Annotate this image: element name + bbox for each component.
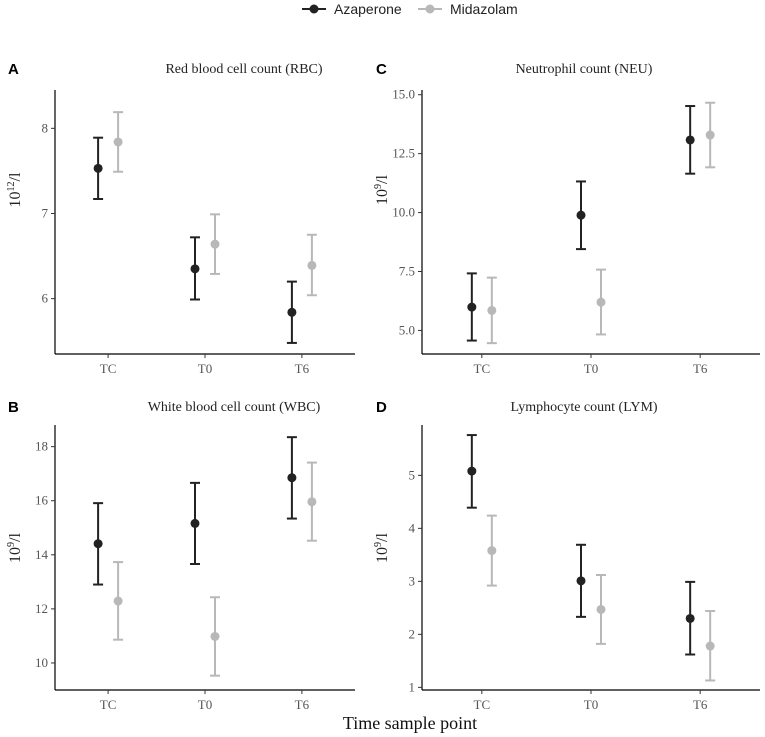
legend: Azaperone Midazolam: [302, 1, 518, 17]
y-tick-label: 12: [35, 601, 48, 616]
point-midazolam: [113, 596, 123, 606]
panel-letter: A: [8, 61, 19, 78]
panel-letter: B: [8, 399, 19, 416]
point-azaperone: [287, 307, 297, 317]
point-midazolam: [113, 137, 123, 147]
x-tick-label: T0: [198, 361, 212, 376]
point-azaperone: [93, 163, 103, 173]
point-azaperone: [685, 613, 695, 623]
y-tick-label: 14: [35, 547, 49, 562]
y-axis-label: 1012/l: [6, 172, 24, 207]
y-tick-label: 10.0: [392, 205, 415, 220]
y-tick-label: 3: [409, 573, 416, 588]
x-tick-label: T0: [198, 697, 212, 712]
point-azaperone: [576, 210, 586, 220]
y-axis-label-exponent: 9: [373, 542, 384, 547]
y-axis-label-unit: /l: [374, 533, 391, 542]
x-tick-label: TC: [100, 361, 117, 376]
point-midazolam: [307, 497, 317, 507]
y-tick-label: 5.0: [399, 322, 415, 337]
y-tick-label: 5: [409, 467, 416, 482]
point-azaperone: [287, 473, 297, 483]
panel-letter: D: [376, 399, 387, 416]
panel-a: A Red blood cell count (RBC) 1012/l 6 7 8 T…: [6, 61, 355, 376]
point-midazolam: [596, 297, 606, 307]
x-axis-title: Time sample point: [343, 713, 477, 733]
panel-b: B White blood cell count (WBC) 109/l 101…: [6, 399, 355, 712]
x-tick-label: T6: [693, 697, 708, 712]
legend-marker-azaperone: [309, 4, 319, 14]
y-axis-label-unit: /l: [374, 175, 391, 184]
point-azaperone: [190, 264, 200, 274]
point-midazolam: [705, 130, 715, 140]
panel-letter: C: [376, 61, 387, 78]
y-tick-label: 16: [35, 493, 49, 508]
legend-label-azaperone: Azaperone: [334, 1, 402, 17]
point-azaperone: [467, 466, 477, 476]
y-axis-label-base: 10: [374, 547, 391, 563]
panel-title: Neutrophil count (NEU): [516, 62, 653, 77]
point-midazolam: [487, 546, 497, 556]
x-tick-label: TC: [474, 361, 491, 376]
panel-title: Red blood cell count (RBC): [165, 62, 322, 77]
y-tick-label: 8: [42, 120, 49, 135]
y-tick-label: 6: [42, 291, 49, 306]
point-azaperone: [190, 518, 200, 528]
y-tick-label: 12.5: [392, 146, 415, 161]
y-axis-label: 109/l: [373, 175, 391, 205]
point-azaperone: [685, 135, 695, 145]
y-axis-label-base: 10: [374, 189, 391, 205]
y-tick-label: 10: [35, 655, 48, 670]
y-axis-label-exponent: 9: [6, 542, 17, 547]
y-tick-label: 18: [35, 439, 48, 454]
x-tick-label: TC: [100, 697, 117, 712]
y-tick-label: 1: [409, 679, 416, 694]
x-tick-label: T0: [584, 361, 598, 376]
y-axis-label-exponent: 12: [6, 181, 17, 191]
panel-c: C Neutrophil count (NEU) 109/l 5.0 7.5 10.…: [373, 61, 760, 376]
y-axis-label-unit: /l: [7, 172, 24, 181]
point-midazolam: [210, 239, 220, 249]
y-tick-label: 7: [42, 205, 49, 220]
point-midazolam: [487, 305, 497, 315]
y-tick-label: 15.0: [392, 87, 415, 102]
y-tick-label: 7.5: [399, 264, 415, 279]
point-midazolam: [705, 641, 715, 651]
y-tick-label: 4: [409, 520, 416, 535]
x-tick-label: T6: [295, 697, 310, 712]
panel-d: D Lymphocyte count (LYM) 109/l 1 2 3 4 5 TC T0…: [373, 399, 760, 712]
point-midazolam: [596, 604, 606, 614]
y-axis-label: 109/l: [6, 533, 24, 563]
x-tick-label: T6: [693, 361, 708, 376]
y-axis-label-exponent: 9: [373, 184, 384, 189]
legend-label-midazolam: Midazolam: [450, 1, 518, 17]
point-midazolam: [307, 260, 317, 270]
y-tick-label: 2: [409, 626, 416, 641]
y-axis-label-unit: /l: [7, 533, 24, 542]
x-tick-label: TC: [474, 697, 491, 712]
x-tick-label: T6: [295, 361, 310, 376]
point-midazolam: [210, 631, 220, 641]
y-axis-label: 109/l: [373, 533, 391, 563]
panel-title: White blood cell count (WBC): [148, 400, 321, 415]
point-azaperone: [93, 539, 103, 549]
panel-title: Lymphocyte count (LYM): [510, 400, 657, 415]
y-axis-label-base: 10: [7, 547, 24, 563]
x-tick-label: T0: [584, 697, 598, 712]
y-axis-label-base: 10: [7, 191, 24, 207]
legend-marker-midazolam: [425, 4, 435, 14]
point-azaperone: [467, 302, 477, 312]
point-azaperone: [576, 576, 586, 586]
